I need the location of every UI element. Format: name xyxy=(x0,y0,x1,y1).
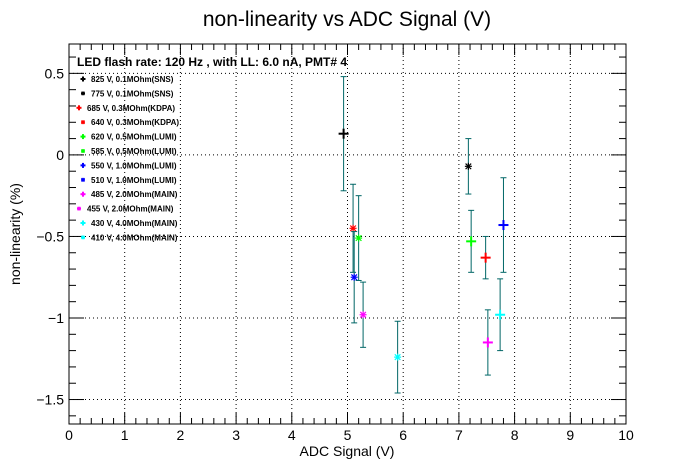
legend-marker xyxy=(80,148,86,154)
data-point xyxy=(482,337,493,348)
marker-stroke xyxy=(465,163,472,170)
x-tick-label: 0 xyxy=(65,427,73,443)
y-tick-label: −1 xyxy=(48,310,64,326)
legend-label: 640 V, 0.3MOhm(KDPA) xyxy=(91,118,179,127)
x-tick-label: 3 xyxy=(232,427,240,443)
data-points xyxy=(338,76,509,394)
data-point xyxy=(480,252,491,263)
legend-header: LED flash rate: 120 Hz , with LL: 6.0 nA… xyxy=(77,55,347,69)
chart-title: non-linearity vs ADC Signal (V) xyxy=(203,8,491,31)
legend-marker xyxy=(80,76,86,82)
data-point xyxy=(466,236,477,247)
y-tick-label: −1.5 xyxy=(36,392,64,408)
marker-stroke xyxy=(80,120,86,125)
marker-stroke xyxy=(80,148,86,154)
marker-stroke xyxy=(359,311,367,318)
legend-marker xyxy=(80,162,86,168)
x-tick-label: 5 xyxy=(344,427,352,443)
data-point xyxy=(355,234,363,242)
legend-label: 550 V, 1.0MOhm(LUMI) xyxy=(91,161,177,170)
x-axis-label: ADC Signal (V) xyxy=(300,443,395,459)
legend-marker xyxy=(76,105,82,111)
x-tick-label: 1 xyxy=(121,427,129,443)
marker-stroke xyxy=(394,353,401,361)
legend: LED flash rate: 120 Hz , with LL: 6.0 nA… xyxy=(76,55,347,242)
legend-marker xyxy=(80,235,86,240)
legend-marker xyxy=(80,120,86,125)
x-tick-label: 7 xyxy=(455,427,463,443)
data-point xyxy=(464,162,472,170)
x-tick-label: 4 xyxy=(288,427,296,443)
legend-marker xyxy=(80,220,86,226)
x-tick-label: 6 xyxy=(399,427,407,443)
marker-stroke xyxy=(349,225,357,232)
legend-label: 485 V, 2.0MOhm(MAIN) xyxy=(91,190,178,199)
y-tick-label: 0 xyxy=(56,147,64,163)
marker-stroke xyxy=(80,91,86,96)
legend-label: 585 V, 0.5MOhm(LUMI) xyxy=(91,147,177,156)
y-tick-label: −0.5 xyxy=(36,228,64,244)
data-point xyxy=(338,128,349,139)
data-point xyxy=(349,224,357,232)
x-tick-label: 8 xyxy=(511,427,519,443)
data-point xyxy=(498,220,509,231)
data-point xyxy=(394,353,402,361)
legend-marker xyxy=(80,191,86,197)
marker-stroke xyxy=(355,234,362,242)
x-tick-label: 2 xyxy=(177,427,185,443)
marker-stroke xyxy=(80,177,86,182)
legend-label: 410 V, 4.0MOhm(MAIN) xyxy=(91,233,178,242)
axes: 0 1 2 3 4 5 6 7 8 9 10 0.5 0 −0.5 −1 −1.5 xyxy=(36,44,634,443)
grid xyxy=(69,44,626,424)
legend-marker xyxy=(80,134,86,140)
legend-label: 455 V, 2.0MOhm(MAIN) xyxy=(87,205,174,214)
data-point xyxy=(350,273,358,281)
legend-label: 510 V, 1.0MOhm(LUMI) xyxy=(91,176,177,185)
legend-label: 825 V, 0.1MOhm(SNS) xyxy=(91,75,174,84)
legend-marker xyxy=(80,91,86,96)
marker-stroke xyxy=(80,235,86,240)
data-point xyxy=(495,309,506,320)
legend-marker xyxy=(76,206,82,211)
data-point xyxy=(359,311,367,319)
y-axis-label: non-linearity (%) xyxy=(7,183,23,285)
x-tick-label: 10 xyxy=(618,427,634,443)
legend-marker xyxy=(80,177,86,182)
legend-label: 620 V, 0.5MOhm(LUMI) xyxy=(91,133,177,142)
marker-stroke xyxy=(350,273,358,281)
marker-stroke xyxy=(76,206,82,211)
legend-label: 685 V, 0.3MOhm(KDPA) xyxy=(87,104,175,113)
x-tick-label: 9 xyxy=(566,427,574,443)
y-tick-label: 0.5 xyxy=(45,65,65,81)
legend-label: 430 V, 4.0MOhm(MAIN) xyxy=(91,219,178,228)
legend-label: 775 V, 0.1MOhm(SNS) xyxy=(91,89,174,98)
